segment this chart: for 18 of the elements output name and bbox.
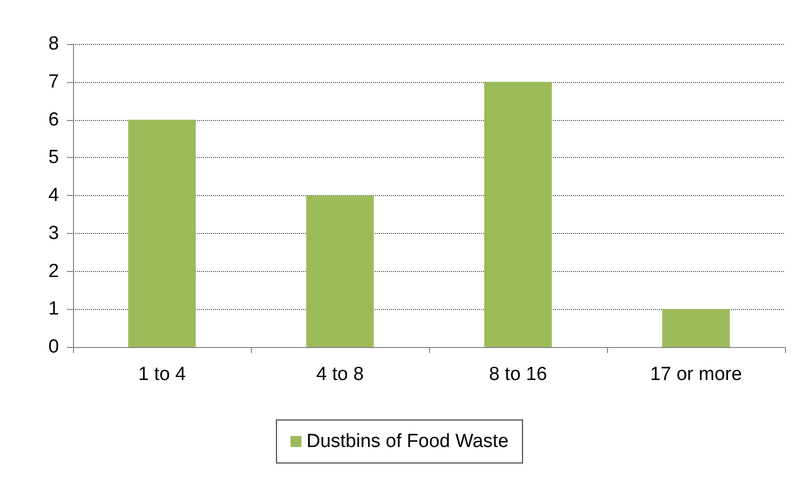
- x-tick-label: 4 to 8: [316, 364, 364, 385]
- bar: [128, 120, 196, 347]
- y-tick-label: 4: [48, 185, 60, 206]
- y-tick-label: 8: [48, 34, 59, 54]
- y-tick-label: 6: [48, 109, 59, 130]
- bar: [306, 196, 374, 347]
- y-tick-label: 5: [48, 147, 59, 168]
- bar: [662, 309, 730, 347]
- legend-label: Dustbins of Food Waste: [306, 431, 509, 452]
- y-tick-label: 3: [48, 222, 59, 244]
- y-tick-label: 7: [48, 71, 59, 92]
- x-tick-label: 1 to 4: [138, 364, 186, 385]
- bar: [484, 82, 552, 347]
- y-tick-label: 2: [48, 260, 59, 282]
- x-tick-label: 8 to 16: [488, 364, 548, 385]
- y-tick-label: 0: [48, 336, 59, 358]
- x-tick-label: 17 or more: [650, 364, 742, 385]
- y-tick-label: 1: [48, 298, 59, 320]
